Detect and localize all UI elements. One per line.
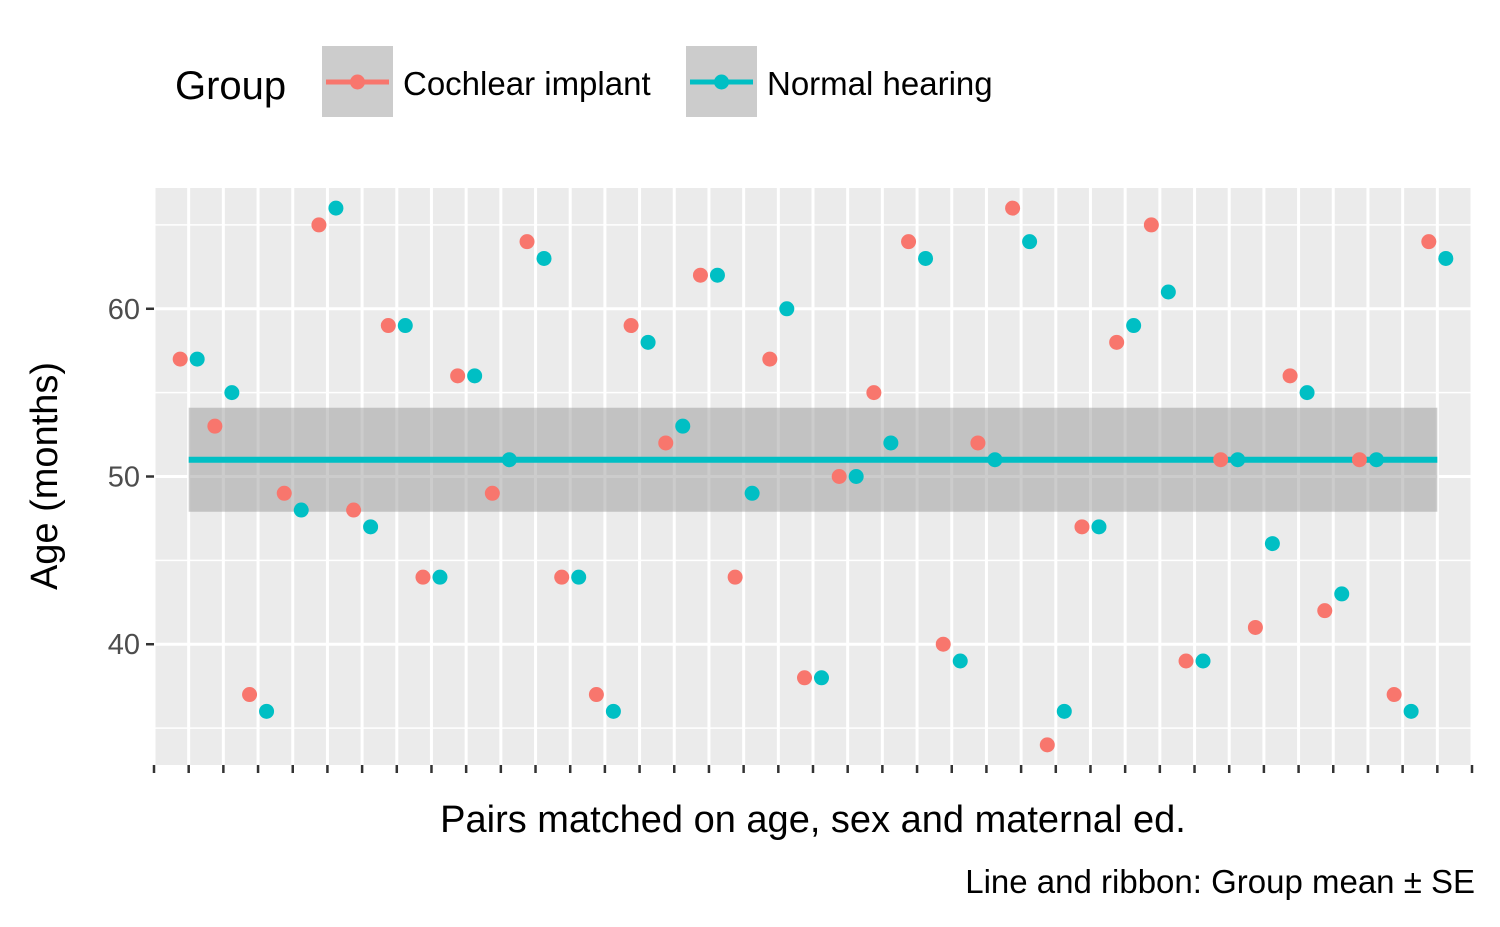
point-normal-hearing [1264,536,1280,552]
point-normal-hearing [987,452,1003,468]
point-normal-hearing [571,569,587,585]
point-normal-hearing [432,569,448,585]
point-cochlear-implant [866,385,882,401]
point-cochlear-implant [1074,519,1090,535]
point-normal-hearing [779,301,795,317]
point-cochlear-implant [658,435,674,451]
point-cochlear-implant [1386,687,1402,703]
point-normal-hearing [883,435,899,451]
point-cochlear-implant [1178,653,1194,669]
point-cochlear-implant [1282,368,1298,384]
point-cochlear-implant [484,485,500,501]
point-normal-hearing [744,485,760,501]
point-normal-hearing [848,469,864,484]
legend-key-point-cochlear-implant [350,74,365,90]
point-cochlear-implant [901,234,917,250]
point-normal-hearing [224,385,240,401]
chart-caption: Line and ribbon: Group mean ± SE [965,863,1475,900]
point-cochlear-implant [831,469,847,484]
point-cochlear-implant [311,217,327,233]
point-normal-hearing [1403,703,1419,719]
point-normal-hearing [397,318,413,334]
y-tick-label: 60 [108,294,140,326]
point-cochlear-implant [172,351,188,367]
point-cochlear-implant [588,687,604,703]
point-normal-hearing [1022,234,1038,250]
y-axis-ticks [146,307,154,646]
x-axis-ticks [152,765,1474,773]
point-normal-hearing [1056,703,1072,719]
point-normal-hearing [467,368,483,384]
point-normal-hearing [709,267,725,283]
point-cochlear-implant [450,368,466,384]
point-cochlear-implant [1213,452,1229,468]
x-axis-title: Pairs matched on age, sex and maternal e… [440,799,1186,841]
legend-key-cochlear-implant [322,46,393,117]
point-normal-hearing [1126,318,1142,334]
point-cochlear-implant [727,569,743,585]
y-tick-label: 50 [108,462,140,494]
point-normal-hearing [363,519,379,535]
legend-key-normal-hearing [686,46,757,117]
point-normal-hearing [501,452,517,468]
point-normal-hearing [640,334,656,350]
point-normal-hearing [605,703,621,719]
point-normal-hearing [1299,385,1315,401]
point-cochlear-implant [623,318,639,334]
point-normal-hearing [1334,586,1350,602]
point-cochlear-implant [1005,200,1021,216]
point-cochlear-implant [1317,603,1333,619]
point-normal-hearing [1230,452,1246,468]
point-normal-hearing [1195,653,1211,669]
point-cochlear-implant [970,435,986,451]
legend-label-normal-hearing: Normal hearing [767,65,993,102]
point-normal-hearing [814,670,829,686]
point-cochlear-implant [346,502,362,518]
point-normal-hearing [259,703,275,719]
point-normal-hearing [675,418,691,434]
legend-key-point-normal-hearing [714,74,729,90]
point-cochlear-implant [1143,217,1159,233]
point-cochlear-implant [1351,452,1367,468]
point-cochlear-implant [276,485,292,501]
point-normal-hearing [189,351,205,367]
point-cochlear-implant [554,569,570,585]
point-cochlear-implant [1247,619,1263,635]
legend-title: Group [175,64,286,108]
legend: Group Cochlear implant Normal hearing [175,46,993,117]
point-normal-hearing [1091,519,1107,535]
y-tick-label: 40 [108,629,140,661]
point-cochlear-implant [1421,234,1437,250]
point-normal-hearing [293,502,309,518]
point-cochlear-implant [1039,737,1055,753]
legend-label-cochlear-implant: Cochlear implant [403,65,651,102]
point-cochlear-implant [380,318,396,334]
point-cochlear-implant [207,418,223,434]
y-axis-title: Age (months) [24,362,66,590]
point-normal-hearing [1438,250,1454,266]
point-normal-hearing [952,653,968,669]
point-cochlear-implant [415,569,431,585]
point-cochlear-implant [935,636,951,652]
point-cochlear-implant [692,267,708,283]
point-normal-hearing [1160,284,1176,300]
point-cochlear-implant [797,670,812,686]
point-normal-hearing [328,200,344,216]
point-normal-hearing [536,250,552,266]
point-cochlear-implant [1109,334,1125,350]
point-normal-hearing [918,250,934,266]
data-points [172,200,1454,753]
point-normal-hearing [1368,452,1384,468]
point-cochlear-implant [762,351,778,367]
y-axis-tick-labels: 40 50 60 [108,294,140,661]
point-cochlear-implant [519,234,535,250]
point-cochlear-implant [242,687,258,703]
